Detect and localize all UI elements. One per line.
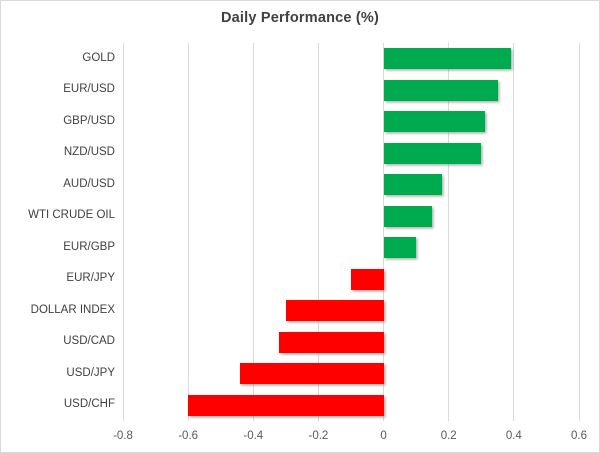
bar-wti-crude-oil bbox=[383, 205, 433, 227]
bar-usd-cad bbox=[279, 331, 384, 353]
category-label: USD/CAD bbox=[63, 335, 115, 348]
gridline bbox=[187, 43, 189, 421]
bar-gold bbox=[383, 48, 511, 70]
x-tick-label: -0.6 bbox=[178, 430, 199, 442]
bar-usd-chf bbox=[188, 394, 384, 416]
category-label: GBP/USD bbox=[63, 114, 115, 127]
bar-dollar-index bbox=[285, 300, 384, 322]
bar-eur-gbp bbox=[383, 237, 417, 259]
gridline bbox=[513, 43, 515, 421]
bar-usd-jpy bbox=[240, 363, 384, 385]
category-label: DOLLAR INDEX bbox=[30, 303, 115, 316]
category-axis: GOLD EUR/USD GBP/USD NZD/USD AUD/USD WTI CRUD… bbox=[1, 43, 115, 421]
x-tick-label: 0 bbox=[380, 430, 387, 442]
gridline bbox=[317, 43, 319, 421]
gridline bbox=[578, 43, 580, 421]
bar-gbp-usd bbox=[383, 111, 485, 133]
x-tick-label: -0.2 bbox=[308, 430, 329, 442]
category-label: USD/CHF bbox=[63, 398, 115, 411]
bar-eur-jpy bbox=[351, 268, 384, 290]
x-tick-label: -0.8 bbox=[113, 430, 133, 442]
plot-area bbox=[122, 43, 580, 421]
category-label: WTI CRUDE OIL bbox=[28, 209, 115, 222]
category-label: GOLD bbox=[82, 51, 115, 64]
bar-nzd-usd bbox=[383, 142, 482, 164]
gridline bbox=[122, 43, 124, 421]
category-label: EUR/JPY bbox=[66, 272, 115, 285]
gridline bbox=[448, 43, 450, 421]
x-tick-label: 0.6 bbox=[571, 430, 587, 442]
category-label: AUD/USD bbox=[63, 177, 115, 190]
x-axis: -0.8 -0.6 -0.4 -0.2 0 0.2 0.4 0.6 bbox=[113, 430, 587, 446]
category-label: EUR/GBP bbox=[63, 240, 115, 253]
x-tick-label: 0.2 bbox=[440, 430, 457, 442]
category-label: EUR/USD bbox=[63, 83, 115, 96]
chart-title: Daily Performance (%) bbox=[220, 10, 380, 26]
category-label: USD/JPY bbox=[66, 366, 115, 379]
x-tick-label: 0.4 bbox=[505, 430, 522, 442]
category-label: NZD/USD bbox=[63, 146, 115, 159]
gridline bbox=[252, 43, 254, 421]
x-tick-label: -0.4 bbox=[243, 430, 264, 442]
bar-eur-usd bbox=[383, 79, 498, 101]
bar-aud-usd bbox=[383, 174, 443, 196]
gridline bbox=[383, 43, 385, 421]
